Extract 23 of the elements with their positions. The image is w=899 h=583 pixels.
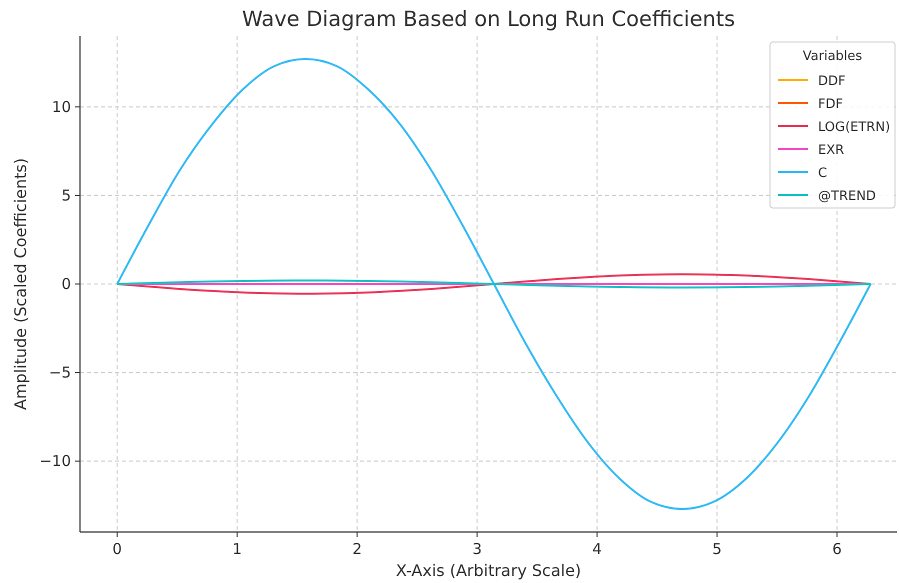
y-axis-title: Amplitude (Scaled Coefficients)	[11, 158, 30, 410]
legend-label: DDF	[818, 74, 846, 89]
x-tick-label: 5	[712, 540, 722, 558]
legend-label: EXR	[818, 143, 844, 158]
y-tick-label: −5	[48, 364, 71, 382]
y-tick-label: 0	[61, 275, 71, 293]
legend-label: C	[818, 166, 828, 181]
chart-title: Wave Diagram Based on Long Run Coefficients	[242, 7, 736, 31]
x-axis-title: X-Axis (Arbitrary Scale)	[396, 561, 582, 580]
y-tick-label: 10	[52, 98, 71, 116]
legend-label: LOG(ETRN)	[818, 120, 890, 135]
x-tick-label: 3	[472, 540, 482, 558]
x-tick-label: 2	[352, 540, 362, 558]
y-tick-label: −10	[39, 452, 71, 470]
legend-label: @TREND	[818, 189, 876, 204]
legend-label: FDF	[818, 97, 843, 112]
x-tick-label: 6	[832, 540, 842, 558]
x-tick-label: 4	[592, 540, 602, 558]
x-tick-label: 1	[232, 540, 242, 558]
legend-title: Variables	[802, 49, 862, 64]
line-series	[116, 279, 872, 289]
y-tick-label: 5	[61, 186, 71, 204]
x-tick-label: 0	[112, 540, 122, 558]
